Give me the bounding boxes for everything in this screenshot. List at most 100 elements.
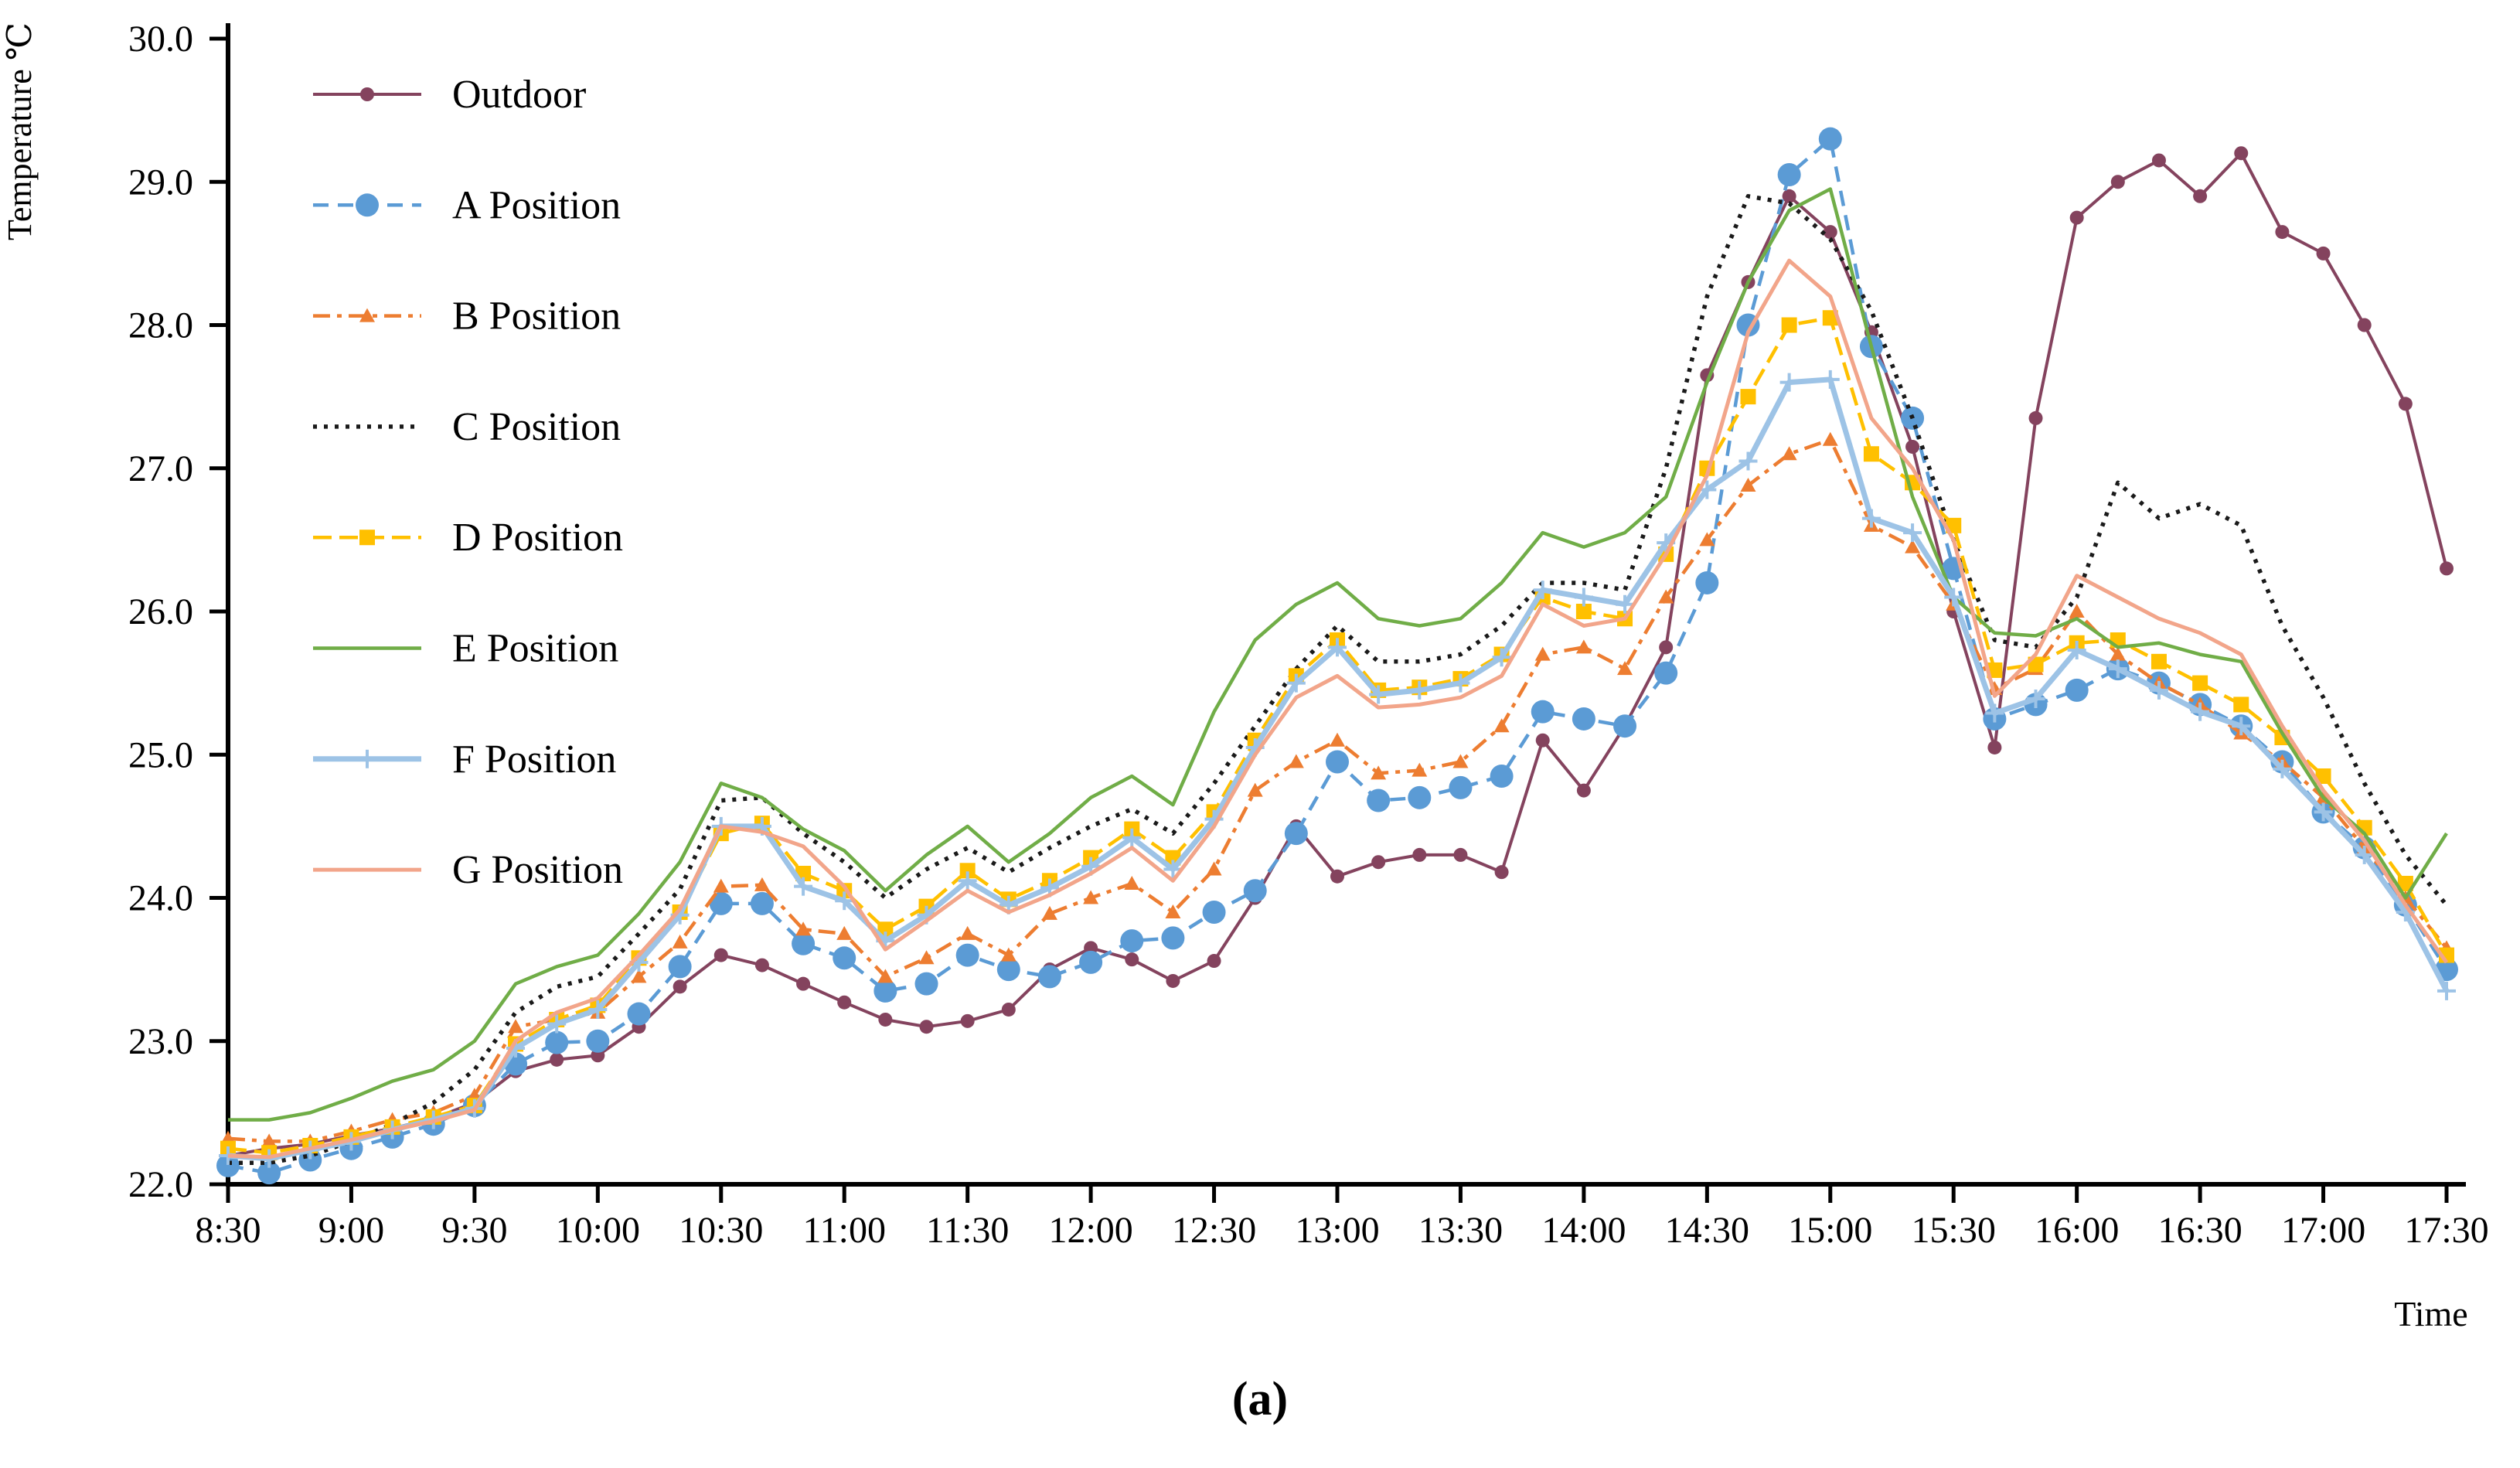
outdoor-dot-marker [1494, 865, 1509, 880]
legend-label: G Position [452, 848, 623, 892]
triangle-marker [508, 1019, 524, 1034]
outdoor-dot-marker [2275, 225, 2290, 240]
triangle-marker [261, 1133, 278, 1148]
circle-marker [914, 972, 938, 996]
circle-marker [668, 955, 692, 979]
circle-marker [1777, 162, 1801, 186]
x-tick-label: 17:30 [2404, 1210, 2488, 1251]
y-tick-label: 29.0 [128, 162, 193, 203]
square-marker [2397, 875, 2413, 891]
outdoor-dot-marker [2110, 175, 2125, 189]
triangle-marker [1575, 639, 1592, 654]
outdoor-dot-marker [2440, 561, 2454, 576]
legend-item-g-position: G Position [313, 848, 623, 892]
x-tick-label: 10:00 [556, 1210, 640, 1251]
outdoor-dot-marker [673, 979, 687, 994]
outdoor-dot-marker [1905, 439, 1920, 454]
outdoor-dot-marker [1166, 973, 1180, 988]
circle-marker [216, 1153, 240, 1177]
circle-marker [792, 932, 816, 955]
legend-item-a-position: A Position [313, 183, 621, 227]
series-c-position [228, 194, 2449, 1165]
outdoor-dot-marker [2193, 189, 2208, 203]
circle-marker [586, 1029, 610, 1053]
outdoor-dot-marker [1782, 189, 1796, 203]
triangle-marker [713, 878, 729, 893]
legend-item-f-position: F Position [313, 737, 616, 782]
triangle-marker [1165, 904, 1181, 919]
circle-marker [1818, 127, 1842, 151]
legend-label: A Position [452, 183, 621, 227]
square-marker [959, 863, 976, 879]
x-tick-label: 16:00 [2035, 1210, 2119, 1251]
circle-marker [1613, 714, 1637, 738]
outdoor-dot-marker [1659, 640, 1674, 655]
triangle-marker [1905, 539, 1921, 553]
x-tick-label: 11:00 [802, 1210, 886, 1251]
circle-marker [2065, 678, 2089, 702]
x-tick-label: 8:30 [195, 1210, 261, 1251]
triangle-marker [1371, 765, 1387, 780]
circle-marker [709, 891, 733, 915]
x-tick-label: 15:00 [1788, 1210, 1872, 1251]
series-line [228, 194, 2449, 1165]
square-marker [2315, 768, 2331, 785]
legend-label: C Position [452, 405, 621, 449]
outdoor-dot-marker [837, 995, 852, 1010]
triangle-marker [1534, 646, 1551, 661]
outdoor-dot-marker [360, 87, 374, 101]
square-marker [1575, 604, 1592, 619]
circle-marker [356, 193, 379, 217]
legend-item-d-position: D Position [313, 516, 623, 560]
circle-marker [1120, 929, 1144, 953]
outdoor-dot-marker [1412, 847, 1427, 862]
square-marker [1822, 310, 1838, 326]
x-tick-label: 9:30 [441, 1210, 507, 1251]
y-tick-label: 26.0 [128, 591, 193, 632]
circle-marker [1161, 926, 1185, 950]
square-marker [2192, 675, 2208, 691]
outdoor-dot-marker [2316, 246, 2331, 261]
x-tick-label: 16:30 [2157, 1210, 2242, 1251]
triangle-marker [2110, 646, 2126, 661]
square-marker [1781, 317, 1797, 333]
circle-marker [1202, 901, 1226, 925]
x-tick-label: 12:30 [1172, 1210, 1256, 1251]
triangle-marker [359, 308, 375, 322]
outdoor-dot-marker [754, 958, 769, 972]
outdoor-dot-marker [1001, 1002, 1016, 1017]
outdoor-dot-marker [878, 1012, 893, 1027]
triangle-marker [1206, 861, 1222, 876]
x-tick-label: 10:30 [679, 1210, 763, 1251]
circle-marker [1572, 707, 1595, 731]
outdoor-dot-marker [919, 1020, 934, 1034]
outdoor-dot-marker [713, 948, 728, 962]
x-tick-label: 14:00 [1541, 1210, 1626, 1251]
y-tick-label: 22.0 [128, 1164, 193, 1205]
triangle-marker [1041, 905, 1057, 920]
x-tick-label: 13:30 [1418, 1210, 1503, 1251]
outdoor-dot-marker [1207, 954, 1221, 969]
legend-label: F Position [452, 737, 616, 782]
y-tick-label: 23.0 [128, 1021, 193, 1062]
outdoor-dot-marker [1371, 855, 1386, 870]
triangle-marker [2069, 604, 2085, 618]
outdoor-dot-marker [960, 1013, 975, 1028]
circle-marker [1449, 775, 1473, 799]
square-marker [1740, 389, 1756, 405]
triangle-marker [1740, 477, 1756, 492]
y-tick-label: 28.0 [128, 305, 193, 346]
y-tick-label: 24.0 [128, 878, 193, 919]
triangle-marker [1000, 947, 1017, 962]
outdoor-dot-marker [550, 1052, 564, 1067]
triangle-marker [836, 925, 853, 940]
triangle-marker [1083, 890, 1099, 904]
outdoor-dot-marker [1823, 225, 1837, 240]
x-tick-label: 12:00 [1048, 1210, 1132, 1251]
y-axis-title: Temperature ℃ [1, 22, 39, 240]
triangle-marker [1781, 446, 1797, 461]
legend-item-b-position: B Position [313, 295, 621, 339]
square-marker [2233, 697, 2249, 713]
circle-marker [1326, 750, 1349, 774]
